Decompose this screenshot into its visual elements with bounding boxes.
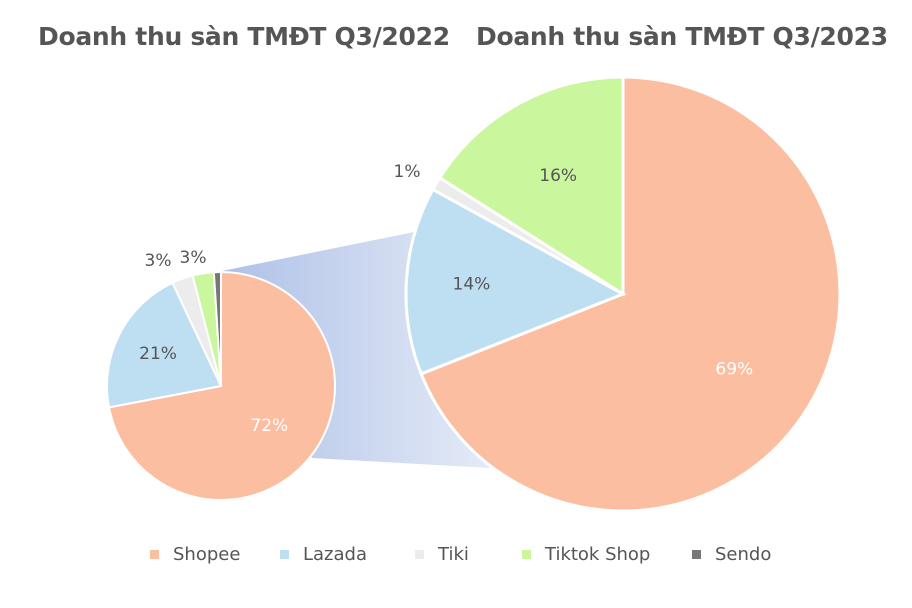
data-label-shopee-2023: 69% (715, 360, 753, 380)
legend-label-sendo: Sendo (715, 544, 771, 565)
legend-item-shopee: Shopee (150, 544, 240, 565)
legend-swatch-shopee (150, 550, 159, 559)
data-label-tiktok-shop-2022: 3% (180, 248, 207, 268)
data-label-tiktok-shop-2023: 16% (539, 166, 577, 186)
legend-swatch-sendo (692, 550, 701, 559)
legend-item-sendo: Sendo (692, 544, 771, 565)
legend-label-lazada: Lazada (303, 544, 367, 565)
data-label-lazada-2022: 21% (139, 344, 177, 364)
legend-item-tiktok-shop: Tiktok Shop (522, 544, 650, 565)
legend: Shopee Lazada Tiki Tiktok Shop Sendo (0, 544, 912, 572)
data-label-tiki-2022: 3% (145, 251, 172, 271)
legend-item-lazada: Lazada (280, 544, 367, 565)
legend-swatch-lazada (280, 550, 289, 559)
legend-label-tiki: Tiki (438, 544, 469, 565)
legend-swatch-tiktok-shop (522, 550, 531, 559)
legend-label-shopee: Shopee (173, 544, 240, 565)
legend-label-tiktok-shop: Tiktok Shop (545, 544, 650, 565)
data-label-tiki-2023: 1% (394, 162, 421, 182)
legend-swatch-tiki (415, 550, 424, 559)
data-label-lazada-2023: 14% (453, 274, 491, 294)
legend-item-tiki: Tiki (415, 544, 469, 565)
data-label-shopee-2022: 72% (250, 416, 288, 436)
